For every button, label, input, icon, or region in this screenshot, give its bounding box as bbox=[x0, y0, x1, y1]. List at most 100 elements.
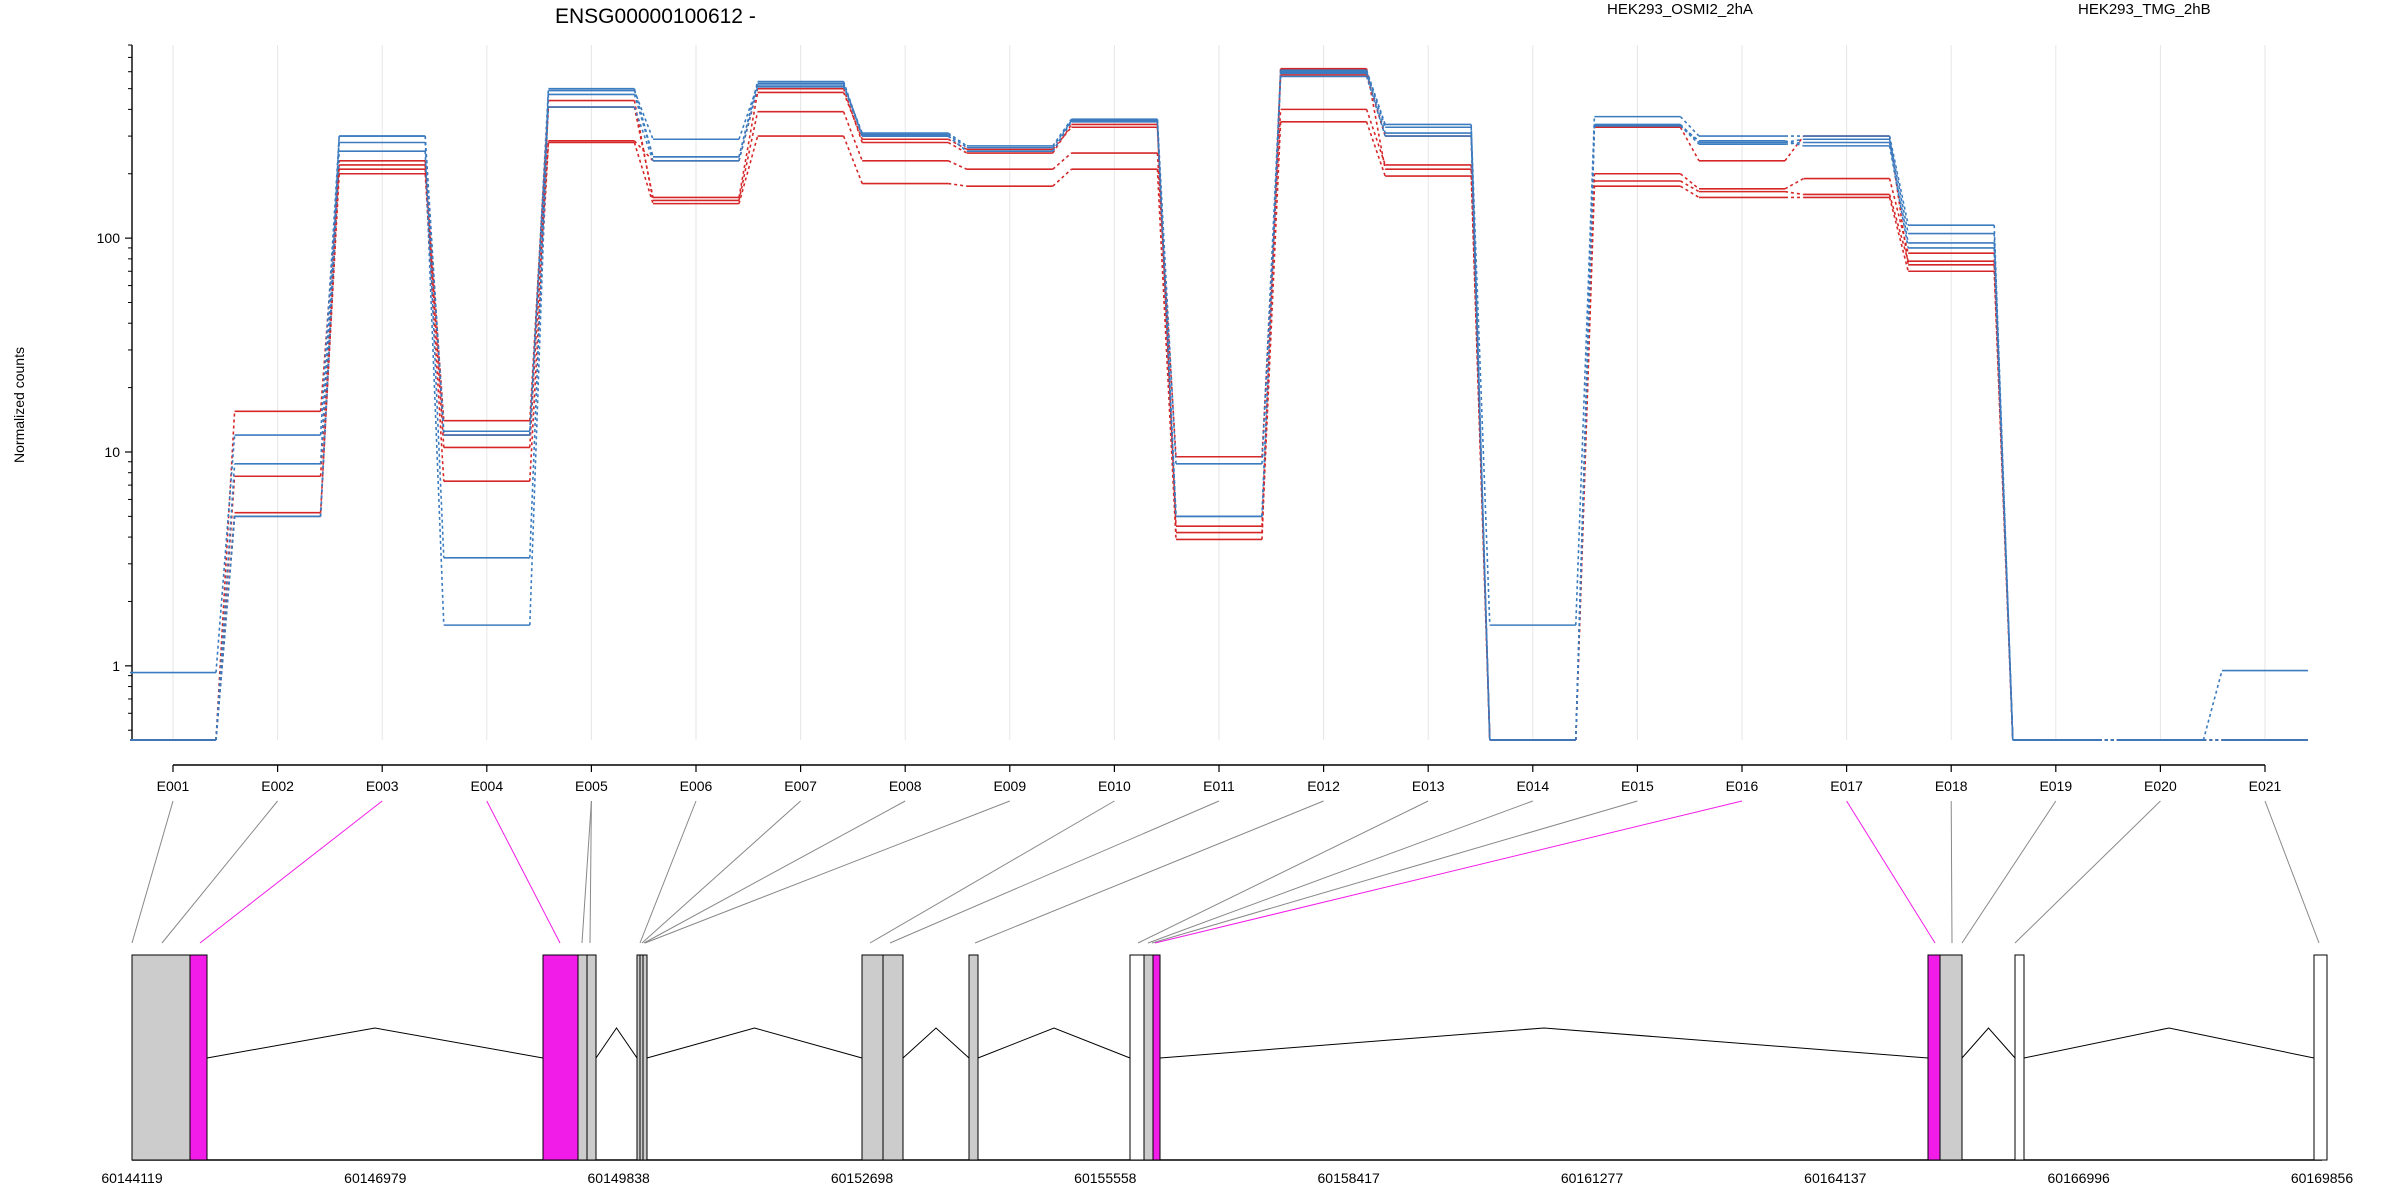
intron-line bbox=[902, 1027, 970, 1059]
exon-connector-e014 bbox=[1147, 800, 1533, 944]
series-connector bbox=[1575, 116, 1596, 626]
x-tick-label-e019: E019 bbox=[2039, 778, 2072, 794]
intron-line bbox=[595, 1027, 638, 1059]
x-tick-label-e008: E008 bbox=[889, 778, 922, 794]
series-connector bbox=[1888, 145, 1909, 249]
exon-connector-e011 bbox=[889, 800, 1220, 944]
series-connector bbox=[947, 135, 968, 152]
intron-line bbox=[977, 1027, 1131, 1059]
series-connector bbox=[2202, 670, 2223, 741]
x-tick-label-e015: E015 bbox=[1621, 778, 1654, 794]
series-connector bbox=[1888, 142, 1909, 244]
series-connector bbox=[1365, 71, 1386, 128]
series-connector bbox=[1261, 70, 1282, 517]
series-connector bbox=[1784, 135, 1805, 162]
series-connector bbox=[1470, 127, 1491, 626]
series-connector bbox=[1156, 169, 1177, 540]
exon-bin-box bbox=[586, 954, 597, 1161]
exon-connector-e017 bbox=[1846, 800, 1936, 944]
genomic-coordinate-label: 60152698 bbox=[831, 1170, 894, 1186]
x-tick-label-e012: E012 bbox=[1307, 778, 1340, 794]
exon-connector-e009 bbox=[644, 800, 1010, 944]
series-connector bbox=[1156, 120, 1177, 517]
series-connector bbox=[738, 135, 759, 204]
y-tick-label: 100 bbox=[97, 230, 121, 246]
intron-line bbox=[2023, 1027, 2315, 1059]
exon-bin-box bbox=[1939, 954, 1963, 1161]
exon-connector-e005 bbox=[581, 800, 592, 944]
x-tick-label-e014: E014 bbox=[1516, 778, 1549, 794]
series-connector bbox=[1888, 197, 1909, 272]
exon-connector-e001 bbox=[131, 800, 174, 944]
x-tick-label-e017: E017 bbox=[1830, 778, 1863, 794]
series-connector bbox=[738, 86, 759, 161]
x-tick-label-e003: E003 bbox=[366, 778, 399, 794]
exon-connector-e010 bbox=[869, 800, 1115, 944]
exon-connector-e018 bbox=[1950, 800, 1953, 944]
series-connector bbox=[319, 136, 340, 436]
intron-line bbox=[206, 1027, 544, 1059]
exon-connector-e002 bbox=[161, 800, 278, 944]
exon-connector-e005 bbox=[589, 800, 592, 944]
series-connector bbox=[1679, 116, 1700, 137]
series-connector bbox=[1679, 126, 1700, 162]
exon-connector-e006 bbox=[639, 800, 697, 944]
x-tick-label-e013: E013 bbox=[1412, 778, 1445, 794]
exon-bin-box bbox=[577, 954, 588, 1161]
y-axis-label: Normalized counts bbox=[11, 347, 27, 463]
genomic-coordinate-label: 60149838 bbox=[588, 1170, 651, 1186]
intron-line bbox=[1961, 1027, 2016, 1059]
exon-bin-box bbox=[882, 954, 904, 1161]
x-tick-label-e010: E010 bbox=[1098, 778, 1131, 794]
exon-bin-box bbox=[131, 954, 191, 1161]
x-tick-label-e021: E021 bbox=[2249, 778, 2282, 794]
series-connector bbox=[633, 90, 654, 140]
series-connector bbox=[633, 140, 654, 162]
series-connector bbox=[1993, 233, 2014, 741]
x-tick-label-e016: E016 bbox=[1726, 778, 1759, 794]
chart-title: ENSG00000100612 - bbox=[555, 5, 756, 28]
exon-bin-box bbox=[861, 954, 884, 1161]
exon-connector-e004 bbox=[486, 800, 561, 944]
series-connector bbox=[1052, 152, 1072, 170]
exon-bin-box bbox=[1152, 954, 1161, 1161]
series-connector bbox=[947, 133, 968, 149]
exon-connector-e019 bbox=[1961, 800, 2057, 944]
series-connector bbox=[529, 88, 550, 436]
genomic-coordinate-label: 60146979 bbox=[344, 1170, 407, 1186]
exon-connector-e003 bbox=[199, 800, 383, 944]
exon-connector-e007 bbox=[641, 800, 801, 944]
exon-bin-box bbox=[1129, 954, 1145, 1161]
series-connector bbox=[1575, 186, 1596, 741]
series-connector bbox=[1052, 120, 1073, 152]
genomic-coordinate-label: 60166996 bbox=[2048, 1170, 2111, 1186]
series-connector bbox=[1052, 168, 1072, 187]
series-connector bbox=[1888, 178, 1909, 254]
series-connector bbox=[1679, 125, 1700, 145]
legend-label-osmi2: HEK293_OSMI2_2hA bbox=[1607, 1, 1753, 18]
series-connector bbox=[633, 142, 654, 204]
intron-line bbox=[1159, 1027, 1929, 1059]
exon-bin-box bbox=[2313, 954, 2328, 1161]
series-8 bbox=[130, 69, 2308, 741]
x-tick-label-e020: E020 bbox=[2144, 778, 2177, 794]
genomic-coordinate-label: 60164137 bbox=[1804, 1170, 1867, 1186]
series-connector bbox=[842, 111, 863, 162]
gene-model: 60144119 60146979 60149838 60152698 60155558… bbox=[101, 954, 2353, 1186]
series-connector bbox=[1052, 121, 1073, 152]
grid-layer bbox=[172, 45, 2266, 740]
exon-connector-e016 bbox=[1154, 800, 1743, 944]
series-connector bbox=[1888, 135, 1909, 226]
exon-bin-box bbox=[642, 954, 648, 1161]
exon-bin-box bbox=[542, 954, 579, 1161]
series-connector bbox=[1365, 121, 1386, 177]
exon-connector-e008 bbox=[643, 800, 906, 944]
x-tick-label-e001: E001 bbox=[157, 778, 190, 794]
y-tick-label: 10 bbox=[104, 444, 120, 460]
exon-connector-e015 bbox=[1151, 800, 1638, 944]
series-connector bbox=[424, 136, 445, 436]
genomic-coordinate-label: 60155558 bbox=[1074, 1170, 1137, 1186]
series-connector bbox=[1470, 133, 1491, 741]
genomic-coordinate-label: 60158417 bbox=[1318, 1170, 1381, 1186]
series-connector bbox=[633, 106, 654, 198]
